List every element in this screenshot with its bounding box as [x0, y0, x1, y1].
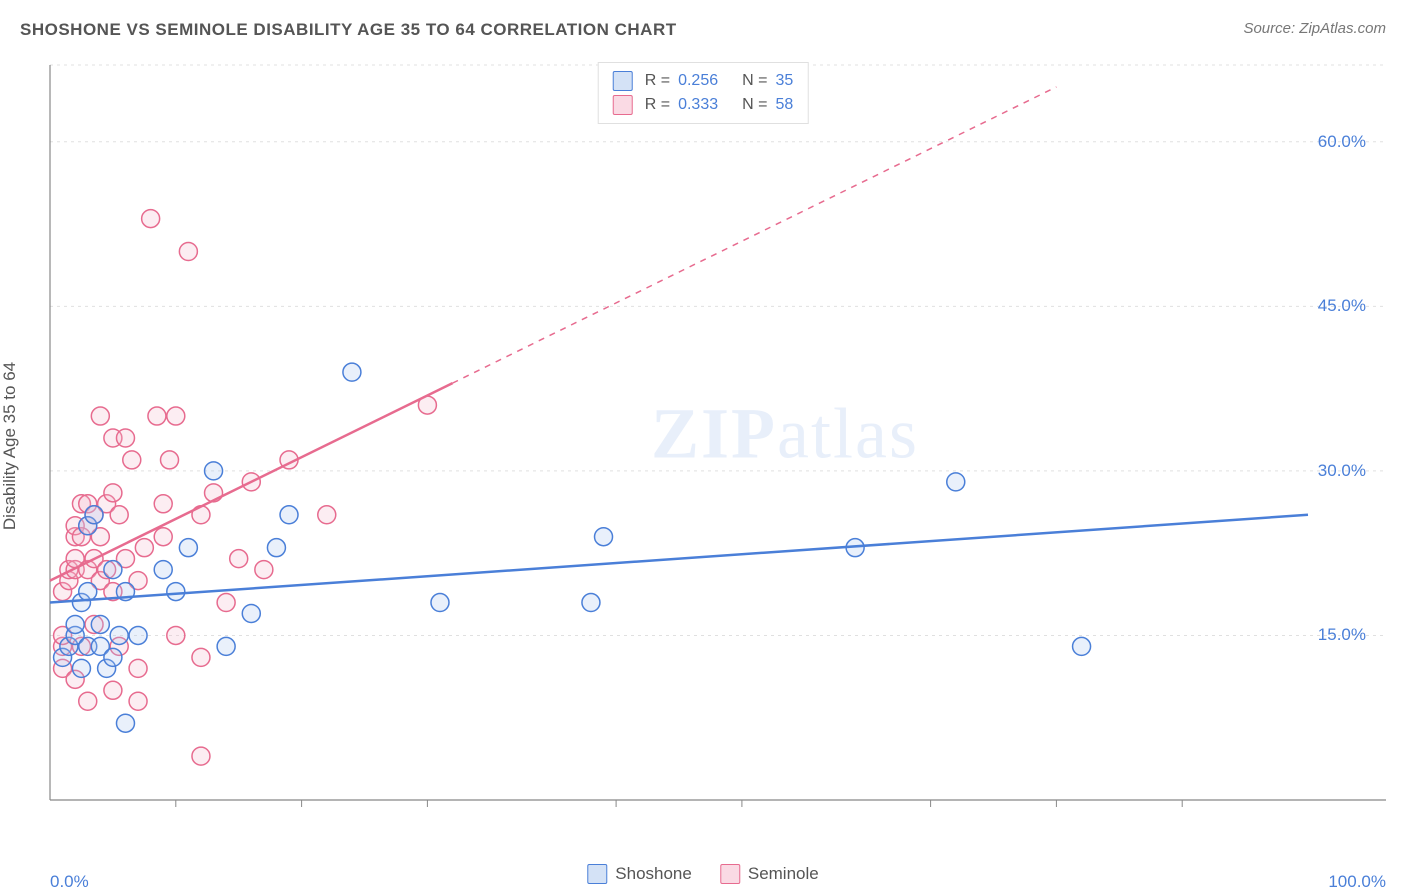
data-point — [267, 539, 285, 557]
y-tick-label: 30.0% — [1318, 461, 1366, 481]
legend-swatch-icon — [720, 864, 740, 884]
legend-r-label: R = — [645, 72, 670, 90]
data-point — [205, 462, 223, 480]
legend-row: R = 0.256 N = 35 — [613, 69, 794, 93]
data-point — [135, 539, 153, 557]
y-tick-label: 60.0% — [1318, 132, 1366, 152]
data-point — [167, 626, 185, 644]
legend-series-label: Shoshone — [615, 864, 692, 884]
legend-swatch-icon — [613, 71, 633, 91]
data-point — [116, 714, 134, 732]
data-point — [79, 583, 97, 601]
x-axis-min-label: 0.0% — [50, 872, 89, 892]
data-point — [104, 561, 122, 579]
source-credit: Source: ZipAtlas.com — [1243, 20, 1386, 37]
data-point — [110, 506, 128, 524]
legend-swatch-icon — [613, 95, 633, 115]
data-point — [116, 429, 134, 447]
data-point — [167, 407, 185, 425]
legend-n-value: 58 — [775, 96, 793, 114]
data-point — [154, 495, 172, 513]
legend-r-value: 0.333 — [678, 96, 718, 114]
chart-title: SHOSHONE VS SEMINOLE DISABILITY AGE 35 T… — [20, 20, 677, 40]
y-tick-label: 45.0% — [1318, 296, 1366, 316]
data-point — [91, 615, 109, 633]
data-point — [431, 594, 449, 612]
data-point — [104, 484, 122, 502]
legend-n-label: N = — [742, 72, 767, 90]
data-point — [72, 659, 90, 677]
y-tick-label: 15.0% — [1318, 625, 1366, 645]
data-point — [947, 473, 965, 491]
data-point — [217, 594, 235, 612]
data-point — [148, 407, 166, 425]
data-point — [85, 506, 103, 524]
data-point — [161, 451, 179, 469]
data-point — [66, 615, 84, 633]
x-axis-max-label: 100.0% — [1328, 872, 1386, 892]
data-point — [91, 407, 109, 425]
correlation-legend: R = 0.256 N = 35 R = 0.333 N = 58 — [598, 62, 809, 124]
trend-line-extrapolated — [453, 87, 1057, 383]
legend-series-label: Seminole — [748, 864, 819, 884]
data-point — [104, 681, 122, 699]
scatter-plot-svg — [48, 60, 1388, 840]
data-point — [1073, 637, 1091, 655]
data-point — [154, 528, 172, 546]
data-point — [192, 747, 210, 765]
data-point — [280, 506, 298, 524]
data-point — [79, 692, 97, 710]
data-point — [110, 626, 128, 644]
data-point — [129, 659, 147, 677]
data-point — [167, 583, 185, 601]
data-point — [142, 210, 160, 228]
y-axis-label: Disability Age 35 to 64 — [0, 362, 20, 530]
data-point — [154, 561, 172, 579]
trend-line — [50, 383, 453, 580]
data-point — [595, 528, 613, 546]
chart-area: ZIPatlas 15.0%30.0%45.0%60.0% — [48, 60, 1388, 840]
data-point — [129, 692, 147, 710]
legend-row: R = 0.333 N = 58 — [613, 93, 794, 117]
data-point — [192, 648, 210, 666]
legend-n-value: 35 — [775, 72, 793, 90]
data-point — [129, 626, 147, 644]
data-point — [123, 451, 141, 469]
legend-item: Shoshone — [587, 864, 692, 884]
data-point — [318, 506, 336, 524]
legend-swatch-icon — [587, 864, 607, 884]
legend-n-label: N = — [742, 96, 767, 114]
legend-item: Seminole — [720, 864, 819, 884]
data-point — [104, 648, 122, 666]
data-point — [179, 539, 197, 557]
legend-r-label: R = — [645, 96, 670, 114]
series-legend: Shoshone Seminole — [587, 864, 818, 884]
legend-r-value: 0.256 — [678, 72, 718, 90]
data-point — [230, 550, 248, 568]
data-point — [343, 363, 361, 381]
data-point — [255, 561, 273, 579]
data-point — [582, 594, 600, 612]
data-point — [217, 637, 235, 655]
data-point — [179, 242, 197, 260]
data-point — [242, 605, 260, 623]
